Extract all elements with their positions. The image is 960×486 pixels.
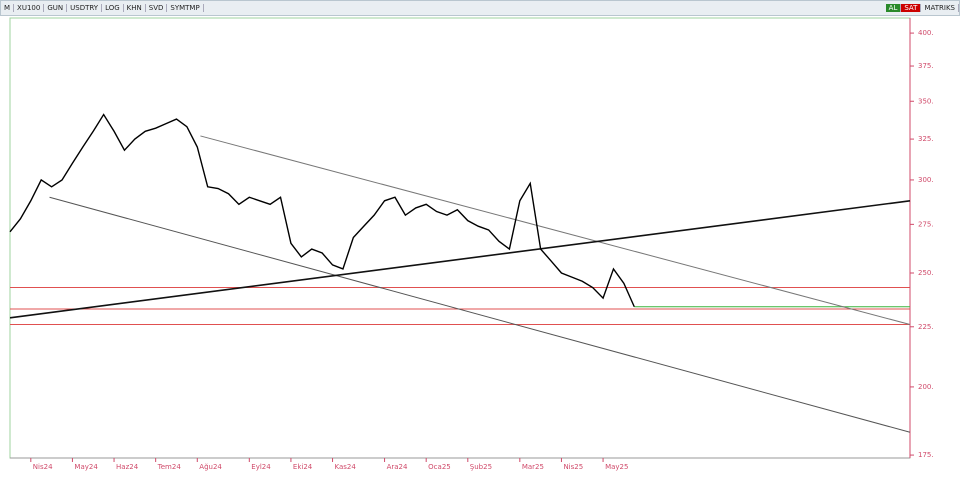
x-tick-label: Mar25 (522, 463, 544, 471)
plot-frame (9, 17, 911, 459)
button[interactable]: SYMTMP (167, 4, 204, 12)
price-line (9, 113, 635, 308)
y-tick-label: 225. (918, 323, 934, 331)
trend-line (200, 135, 911, 326)
y-tick-label: 325. (918, 135, 934, 143)
trend-line (49, 196, 911, 433)
x-tick-label: Nis25 (563, 463, 583, 471)
x-tick-label: May24 (74, 463, 98, 471)
y-tick-label: 200. (918, 383, 934, 391)
brand: MATRIKS (921, 4, 959, 12)
x-tick-label: May25 (605, 463, 628, 471)
button[interactable]: GUN (44, 4, 68, 12)
x-tick-label: Ağu24 (199, 463, 222, 471)
x-tick-label: Oca25 (428, 463, 451, 471)
x-tick-label: Nis24 (33, 463, 53, 471)
button[interactable]: USDTRY (67, 4, 103, 12)
symbol[interactable]: XU100 (14, 4, 45, 12)
y-tick-label: 275. (918, 220, 934, 228)
y-tick-label: 250. (918, 269, 934, 277)
button[interactable]: LOG (102, 4, 124, 12)
x-tick-label: Şub25 (470, 463, 492, 471)
y-tick-label: 175. (918, 451, 934, 459)
menu[interactable]: M (1, 4, 15, 12)
button[interactable]: KHN (124, 4, 146, 12)
x-tick-label: Ara24 (387, 463, 408, 471)
x-tick-label: Haz24 (116, 463, 139, 471)
x-tick-label: Eki24 (293, 463, 313, 471)
buy-button[interactable]: AL (885, 4, 902, 12)
right-tools: AL SAT MATRIKS (885, 4, 959, 12)
button[interactable]: SVD (146, 4, 168, 12)
x-tick-label: Tem24 (157, 463, 182, 471)
y-tick-label: 300. (918, 176, 934, 184)
sell-button[interactable]: SAT (901, 4, 922, 12)
x-tick-label: Eyl24 (251, 463, 271, 471)
chart: 175. 200. 225. 250. 275. 300. 325. 350. 375. 400.… (9, 17, 934, 471)
trend-line (9, 199, 911, 319)
y-tick-label: 375. (918, 62, 934, 70)
y-tick-label: 350. (918, 97, 934, 105)
x-tick-label: Kas24 (335, 463, 357, 471)
toolbar: M XU100 GUN USDTRY LOG KHN SVD SYMTMP AL… (0, 0, 960, 16)
y-tick-label: 400. (918, 29, 934, 37)
